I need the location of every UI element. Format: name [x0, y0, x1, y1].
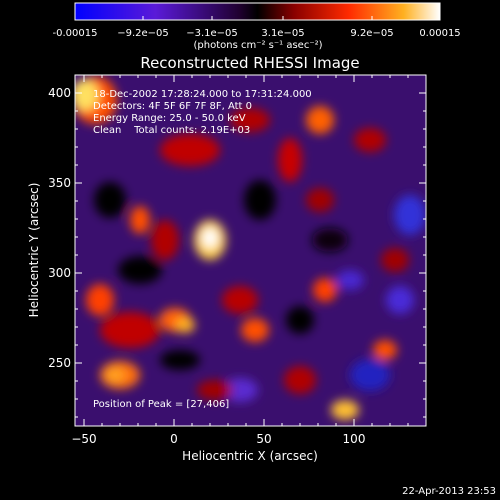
emission-peak: [202, 228, 218, 248]
emission-ridge: [284, 366, 316, 394]
trough: [94, 182, 126, 218]
emission-lobe: [373, 340, 397, 360]
x-axis-label: Heliocentric X (arcsec): [182, 449, 318, 463]
colorbar-tick-label: −9.2e−05: [117, 28, 169, 39]
emission-peak: [105, 367, 125, 383]
colorbar-tick-label: −3.1e−05: [186, 28, 238, 39]
annotation-time-range: 18-Dec-2002 17:28:24.000 to 17:31:24.000: [93, 89, 312, 100]
emission-lobe: [130, 206, 150, 234]
emission-ridge: [381, 248, 409, 272]
colorbar-units: (photons cm⁻² s⁻¹ asec⁻²): [193, 40, 322, 51]
y-axis-label: Heliocentric Y (arcsec): [27, 183, 41, 318]
emission-ridge: [151, 220, 179, 260]
emission-ridge: [278, 138, 302, 182]
negative-region: [222, 378, 258, 402]
trough: [244, 180, 276, 220]
emission-peak: [75, 79, 99, 111]
y-tick-label: 400: [48, 86, 71, 100]
trough: [312, 228, 348, 252]
x-tick-label: 0: [170, 432, 178, 446]
colorbar-gradient: [74, 2, 441, 21]
negative-region: [394, 195, 426, 235]
emission-lobe: [241, 318, 269, 342]
colorbar-tick-label: -0.00015: [53, 28, 98, 39]
x-axis-ticks: −50 0 50 100: [71, 75, 427, 446]
colorbar: -0.00015 −9.2e−05 −3.1e−05 3.1e−05 9.2e−…: [53, 2, 461, 51]
colorbar-tick-label: 3.1e−05: [261, 28, 304, 39]
negative-region: [336, 270, 364, 290]
y-tick-label: 250: [48, 356, 71, 370]
x-tick-label: −50: [71, 432, 96, 446]
annotation-counts: Clean Total counts: 2.19E+03: [93, 125, 250, 136]
x-tick-label: 50: [256, 432, 271, 446]
emission-ridge: [222, 286, 258, 314]
colorbar-tick-label: 9.2e−05: [350, 28, 393, 39]
trough: [160, 350, 200, 370]
emission-peak: [175, 317, 195, 333]
trough: [118, 256, 162, 284]
annotation-peak-position: Position of Peak = [27,406]: [93, 399, 229, 410]
emission-peak: [331, 400, 359, 420]
emission-ridge: [197, 380, 233, 400]
emission-ridge: [230, 108, 270, 132]
negative-region: [350, 359, 390, 391]
trough: [286, 306, 314, 334]
emission-ridge: [160, 134, 220, 166]
negative-region: [386, 286, 414, 314]
annotation-energy-range: Energy Range: 25.0 - 50.0 keV: [93, 113, 246, 124]
emission-lobe: [86, 284, 114, 316]
emission-lobe: [313, 278, 337, 302]
x-tick-label: 100: [343, 432, 366, 446]
y-axis-ticks: 250 300 350 400: [48, 74, 426, 418]
colorbar-tick-label: 0.00015: [419, 28, 460, 39]
heatmap-image: [75, 75, 426, 426]
y-tick-label: 350: [48, 176, 71, 190]
emission-ridge: [306, 188, 334, 212]
emission-lobe: [306, 106, 334, 134]
plot-frame: [74, 74, 427, 427]
y-tick-label: 300: [48, 266, 71, 280]
emission-ridge: [100, 312, 160, 348]
footer-timestamp: 22-Apr-2013 23:53: [402, 486, 496, 497]
colorbar-ticks: [74, 16, 441, 20]
annotation-detectors: Detectors: 4F 5F 6F 7F 8F, Att 0: [93, 101, 252, 112]
chart-title: Reconstructed RHESSI Image: [140, 54, 359, 72]
emission-ridge: [354, 128, 386, 152]
